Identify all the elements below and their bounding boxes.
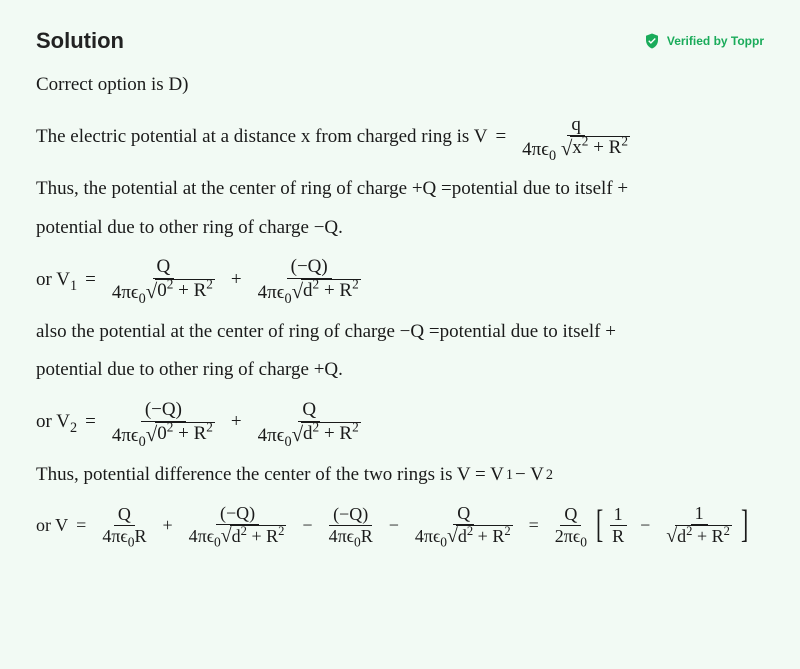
final-equation: or V = Q 40R + (−Q) 40d2 + R2 − (−Q) 40R… — [36, 503, 764, 547]
thus2-line: Thus, potential difference the center of… — [36, 461, 764, 490]
also-line-b: potential due to other ring of charge +Q… — [36, 356, 764, 385]
shield-check-icon — [643, 32, 661, 50]
v2-equation: or V2 = (−Q) 4002 + R2 + Q 40d2 + R2 — [36, 399, 764, 447]
v2-frac1: (−Q) 4002 + R2 — [108, 399, 219, 447]
final-t1: Q 40R — [98, 504, 150, 546]
correct-option-text: Correct option is D) — [36, 71, 189, 100]
right-bracket: ] — [741, 505, 748, 545]
v1-frac1: Q 4002 + R2 — [108, 256, 219, 304]
thus1-line-a: Thus, the potential at the center of rin… — [36, 175, 764, 204]
intro-equation: The electric potential at a distance x f… — [36, 114, 764, 162]
v1-frac2: (−Q) 40d2 + R2 — [254, 256, 365, 304]
equals: = — [495, 123, 506, 152]
thus1-line-b: potential due to other ring of charge −Q… — [36, 214, 764, 243]
intro-fraction: q 40 x2 + R2 — [518, 114, 634, 162]
intro-text: The electric potential at a distance x f… — [36, 123, 487, 152]
final-br1: 1 R — [608, 504, 628, 546]
v1-prefix: or V1 — [36, 266, 77, 295]
v2-frac2: Q 40d2 + R2 — [254, 399, 365, 447]
final-t2: (−Q) 40d2 + R2 — [185, 503, 291, 547]
v1-equation: or V1 = Q 4002 + R2 + (−Q) 40d2 + R2 — [36, 256, 764, 304]
intro-num: q — [567, 114, 585, 137]
verified-label: Verified by Toppr — [667, 32, 764, 50]
verified-badge: Verified by Toppr — [643, 32, 764, 50]
final-br2: 1 d2 + R2 — [662, 503, 736, 547]
final-prefix: or V — [36, 512, 68, 539]
final-t3: (−Q) 40R — [325, 504, 377, 546]
page-title: Solution — [36, 24, 124, 57]
also-line-a: also the potential at the center of ring… — [36, 318, 764, 347]
correct-option-line: Correct option is D) — [36, 71, 764, 100]
final-t4: Q 40d2 + R2 — [411, 503, 517, 547]
intro-den: 40 x2 + R2 — [518, 136, 634, 161]
v2-prefix: or V2 — [36, 408, 77, 437]
left-bracket: [ — [596, 505, 603, 545]
final-r-coef: Q 20 — [551, 504, 591, 546]
solution-header: Solution Verified by Toppr — [36, 24, 764, 57]
